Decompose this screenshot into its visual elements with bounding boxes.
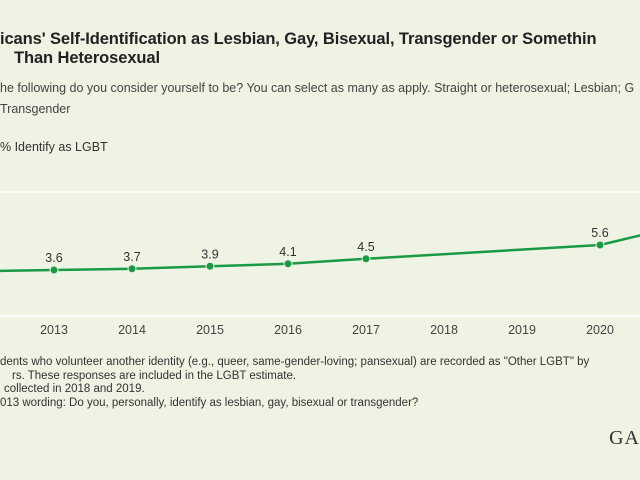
chart-subtitle: he following do you consider yourself to… — [0, 78, 640, 120]
data-point — [205, 261, 215, 271]
data-label: 5.6 — [591, 226, 608, 240]
note-line-4: 013 wording: Do you, personally, identif… — [0, 396, 419, 409]
data-labels: 3.6 3.7 3.9 4.1 4.5 5.6 — [45, 226, 608, 265]
data-point — [283, 259, 293, 269]
data-label: 3.6 — [45, 251, 62, 265]
x-tick-label: 2019 — [508, 323, 536, 337]
x-tick-label: 2017 — [352, 323, 380, 337]
x-axis-ticks: 2013 2014 2015 2016 2017 2018 2019 2020 — [40, 323, 614, 337]
data-label: 3.7 — [123, 250, 140, 264]
gridlines — [0, 191, 640, 317]
data-label: 4.5 — [357, 240, 374, 254]
x-tick-label: 2013 — [40, 323, 68, 337]
data-label: 3.9 — [201, 247, 218, 261]
x-tick-label: 2014 — [118, 323, 146, 337]
data-point — [361, 254, 371, 264]
chart-subtitle-line-2: Transgender — [0, 102, 71, 116]
series-label: % Identify as LGBT — [0, 140, 108, 154]
note-line-2: rs. These responses are included in the … — [12, 369, 297, 382]
chart-title: icans' Self-Identification as Lesbian, G… — [0, 30, 640, 68]
x-tick-label: 2020 — [586, 323, 614, 337]
note-line-1: dents who volunteer another identity (e.… — [0, 356, 590, 368]
chart-notes: dents who volunteer another identity (e.… — [0, 356, 640, 410]
data-points — [49, 240, 605, 275]
publisher-logo: GA — [609, 427, 640, 449]
series-line — [0, 234, 640, 273]
data-point — [127, 264, 137, 274]
x-tick-label: 2016 — [274, 323, 302, 337]
chart-title-line-2: Than Heterosexual — [14, 49, 160, 67]
data-point — [595, 240, 605, 250]
data-label: 4.1 — [279, 245, 296, 259]
x-tick-label: 2015 — [196, 323, 224, 337]
chart-subtitle-line-1: he following do you consider yourself to… — [0, 81, 635, 95]
x-tick-label: 2018 — [430, 323, 458, 337]
chart-title-line-1: icans' Self-Identification as Lesbian, G… — [0, 30, 597, 48]
data-point — [49, 265, 59, 275]
note-line-3: collected in 2018 and 2019. — [4, 383, 145, 395]
